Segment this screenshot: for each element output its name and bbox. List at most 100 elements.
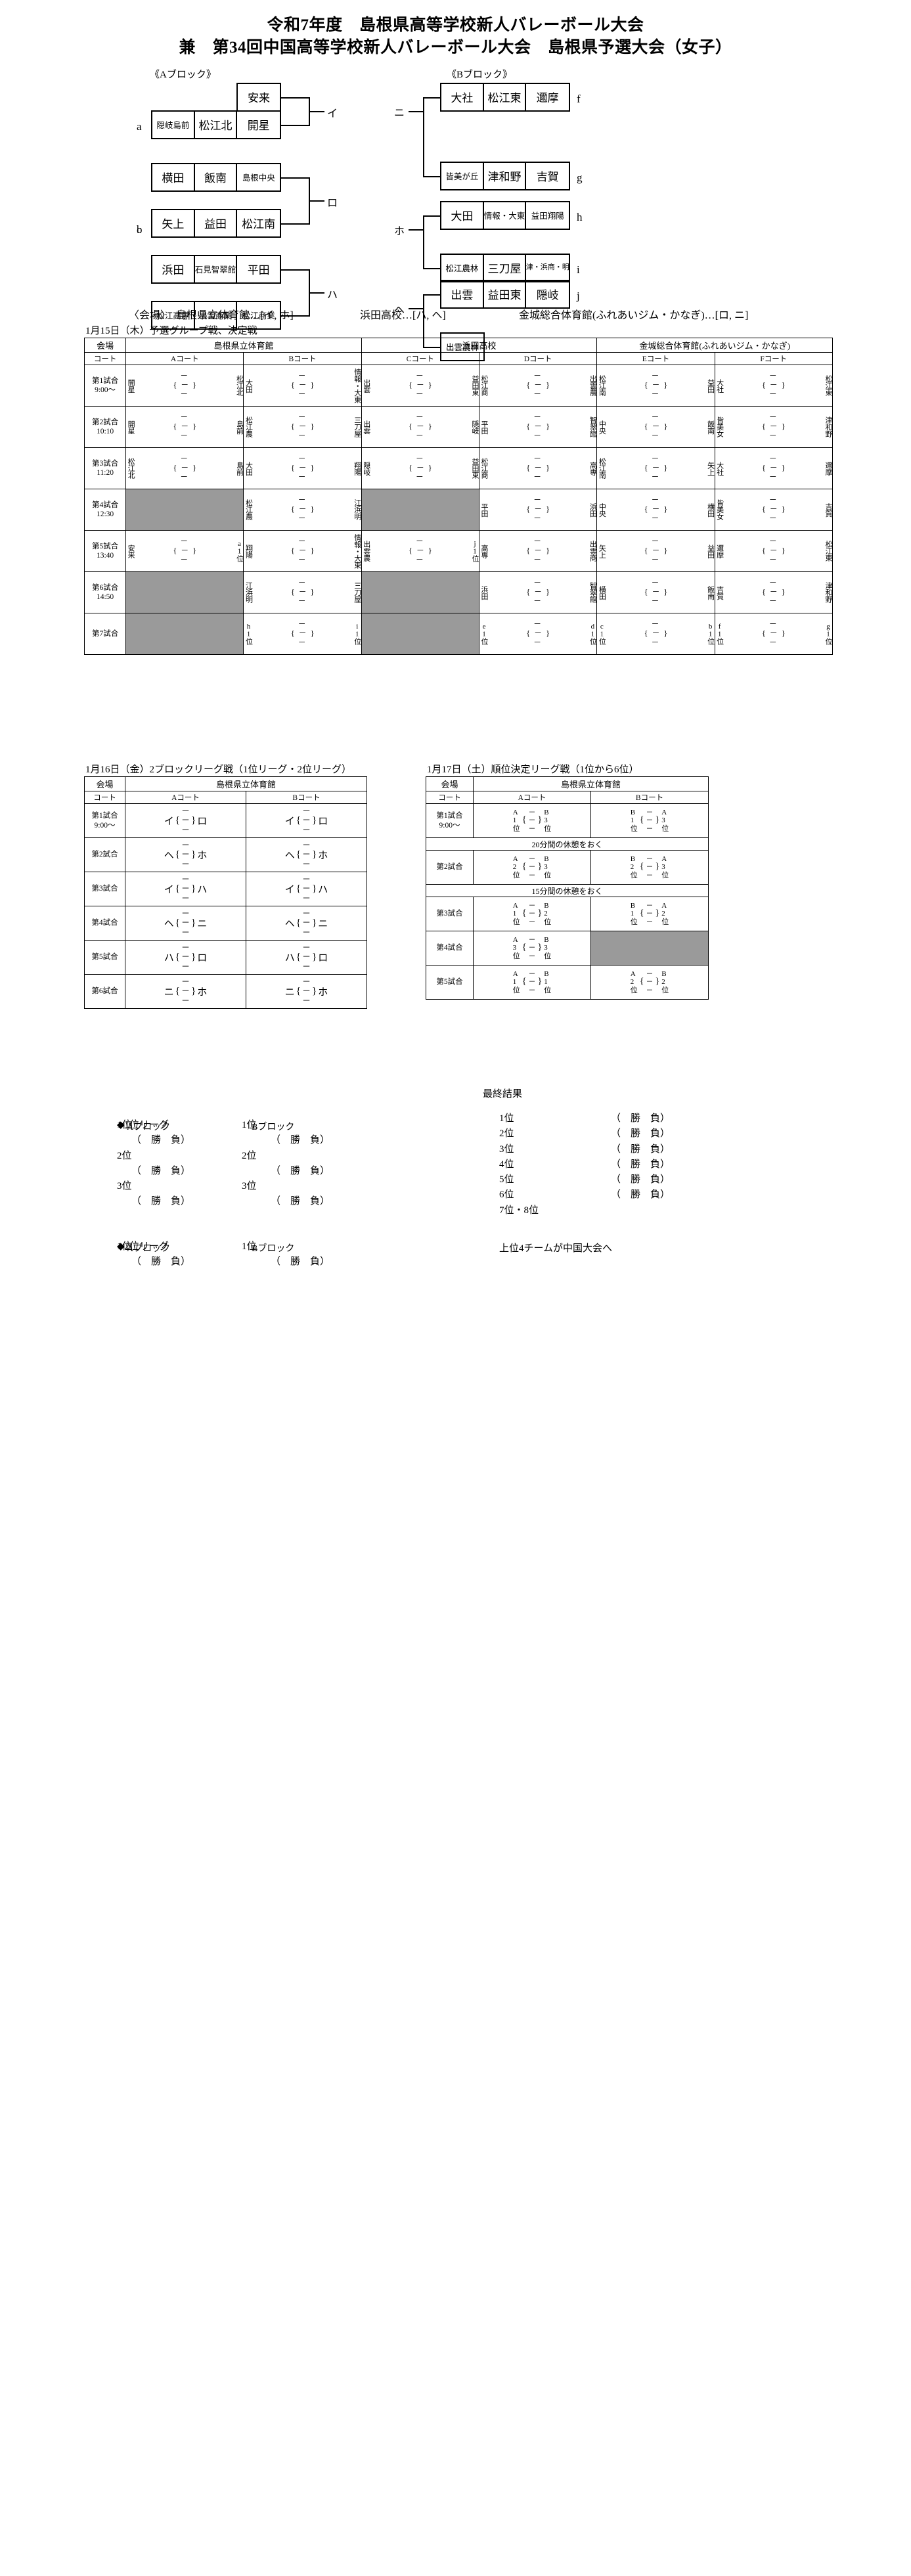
match-cell[interactable]: B 1 位{－－－} A 3 位 [590,803,709,838]
match-cell[interactable]: 皆美女 －{ － } － 津和野 [714,406,833,448]
match-cell[interactable]: 松江商 －{ － } － 出雲農 [479,365,598,407]
match-cell[interactable]: 安来 －{ － } － a1位 [125,530,244,572]
match-cell[interactable]: 松江南 －{ － } － 益田 [596,365,715,407]
score-entry[interactable]: －{ － } － [290,371,315,399]
score-entry[interactable]: －{ － } － [290,454,315,481]
bracket-group-b[interactable]: 横田 飯南 島根中央 [151,162,281,192]
score-row[interactable]: （ 勝 負） （ 勝 負） [117,1255,330,1270]
match-cell[interactable]: 大社 －{ － } － 邇摩 [714,447,833,489]
bracket-group-d[interactable]: 浜田 石見智翠館 平田 [151,254,281,284]
match-cell[interactable]: イ{－－－} ハ [245,872,368,906]
match-cell[interactable]: B 2 位{－－－} A 3 位 [590,850,709,885]
match-cell[interactable]: 横田 －{ － } － 飯南 [596,571,715,613]
match-cell[interactable]: ヘ{－－－} ホ [125,837,246,872]
match-cell[interactable]: A 1 位{－－－} B 1 位 [473,965,591,1000]
match-cell[interactable]: A 2 位{－－－} B 2 位 [590,965,709,1000]
match-cell[interactable]: e1位 －{ － } － d1位 [479,613,598,655]
score-entry[interactable]: －{ － } － [762,537,786,564]
score-entry[interactable]: －{ － } － [526,412,550,440]
score-row[interactable]: （ 勝 負） （ 勝 負） [117,1164,330,1179]
match-cell[interactable]: イ{－－－} ハ [125,872,246,906]
match-cell[interactable]: 平田 －{ － } － 浜田 [479,489,598,531]
score-entry[interactable]: －{ － } － [526,537,550,564]
score-entry[interactable]: －{ － } － [409,412,432,440]
match-cell[interactable]: ニ{－－－} ホ [245,974,368,1009]
match-cell[interactable]: 開星 －{ － } － 松江北 [125,365,244,407]
score-entry[interactable]: －{ － } － [409,537,432,564]
match-cell[interactable]: c1位 －{ － } － b1位 [596,613,715,655]
bracket-group-e[interactable]: 松江高専 出雲商業 松江商業 [151,300,281,330]
score-entry[interactable]: －{ － } － [173,454,197,481]
match-cell[interactable]: 中央 －{ － } － 横田 [596,489,715,531]
score-entry[interactable]: －{ － } － [173,371,197,399]
score-entry[interactable]: －{ － } － [173,412,197,440]
match-cell[interactable]: 隠岐 －{ － } － 益田東 [361,447,480,489]
match-cell[interactable]: イ{－－－} ロ [125,803,246,838]
match-cell[interactable]: 浜田 －{ － } － 智翠館 [479,571,598,613]
bracket-group-c[interactable]: 矢上 益田 松江南 [151,208,281,238]
score-entry[interactable]: －{ － } － [644,412,668,440]
match-cell[interactable]: 高専 －{ － } － 出雲商 [479,530,598,572]
bracket-group-h[interactable]: 大田 情報・大東 益田翔陽 [440,200,570,230]
score-entry[interactable]: －{ － } － [290,619,315,647]
match-cell[interactable]: 皆美女 －{ － } － 吉賀 [714,489,833,531]
match-cell[interactable]: A 1 位{－－－} B 2 位 [473,897,591,931]
bracket-group-j[interactable]: 出雲 益田東 隠岐 [440,279,570,309]
score-entry[interactable]: －{ － } － [762,578,786,606]
match-cell[interactable]: 出雲 －{ － } － 隠岐 [361,406,480,448]
bracket-group-f[interactable]: 大社 松江東 邇摩 [440,82,570,112]
score-entry[interactable]: －{ － } － [409,454,432,481]
match-cell[interactable]: イ{－－－} ロ [245,803,368,838]
score-entry[interactable]: －{ － } － [290,495,315,523]
score-entry[interactable]: －{ － } － [644,454,668,481]
score-row[interactable]: （ 勝 負） （ 勝 負） [117,1194,330,1209]
score-entry[interactable]: －{ － } － [526,495,550,523]
match-cell[interactable]: ニ{－－－} ホ [125,974,246,1009]
match-cell[interactable]: 出雲農 －{ － } － j1位 [361,530,480,572]
bracket-group-a[interactable]: 隠岐島前 松江北 開星 [151,110,281,139]
match-cell[interactable]: 翔陽 －{ － } － 情報・大東 [243,530,362,572]
score-entry[interactable]: －{ － } － [762,454,786,481]
score-entry[interactable]: －{ － } － [526,371,550,399]
match-cell[interactable]: 松江農 －{ － } － 江浜明 [243,489,362,531]
match-cell[interactable]: 中央 －{ － } － 飯南 [596,406,715,448]
match-cell[interactable]: 邇摩 －{ － } － 松江東 [714,530,833,572]
bracket-group-g[interactable]: 皆美が丘 津和野 吉賀 [440,161,570,190]
match-cell[interactable]: 松江北 －{ － } － 島前 [125,447,244,489]
bracket-group-a-seed[interactable]: 安来 [236,82,281,112]
match-cell[interactable]: 出雲 －{ － } － 益田東 [361,365,480,407]
score-entry[interactable]: －{ － } － [409,371,432,399]
score-entry[interactable]: －{ － } － [290,537,315,564]
match-cell[interactable]: B 1 位{－－－} A 2 位 [590,897,709,931]
score-entry[interactable]: －{ － } － [644,537,668,564]
score-entry[interactable]: －{ － } － [526,578,550,606]
match-cell[interactable]: ハ{－－－} ロ [245,940,368,975]
match-cell[interactable]: A 1 位{－－－} B 3 位 [473,803,591,838]
score-entry[interactable]: －{ － } － [644,619,668,647]
match-cell[interactable]: A 3 位{－－－} B 3 位 [473,931,591,966]
score-entry[interactable]: －{ － } － [290,578,315,606]
match-cell[interactable]: ヘ{－－－} ニ [125,906,246,941]
score-entry[interactable]: －{ － } － [762,412,786,440]
match-cell[interactable]: 吉賀 －{ － } － 津和野 [714,571,833,613]
score-entry[interactable]: －{ － } － [644,371,668,399]
score-row[interactable]: （ 勝 負） （ 勝 負） [117,1133,330,1148]
match-cell[interactable]: ヘ{－－－} ホ [245,837,368,872]
score-entry[interactable]: －{ － } － [644,578,668,606]
score-entry[interactable]: －{ － } － [173,537,197,564]
score-entry[interactable]: －{ － } － [526,454,550,481]
bracket-group-i[interactable]: 松江農林 三刀屋 江津・浜商・明誠 [440,253,570,282]
score-entry[interactable]: －{ － } － [526,619,550,647]
match-cell[interactable]: 開星 －{ － } － 島前 [125,406,244,448]
match-cell[interactable]: 平田 －{ － } － 智翠館 [479,406,598,448]
match-cell[interactable]: A 2 位{－－－} B 3 位 [473,850,591,885]
match-cell[interactable]: 大田 －{ － } － 情報・大東 [243,365,362,407]
match-cell[interactable]: 江浜明 －{ － } － 三刀屋 [243,571,362,613]
match-cell[interactable]: ハ{－－－} ロ [125,940,246,975]
match-cell[interactable]: 松江商 －{ － } － 高専 [479,447,598,489]
score-entry[interactable]: －{ － } － [290,412,315,440]
match-cell[interactable]: 大田 －{ － } － 翔陽 [243,447,362,489]
match-cell[interactable]: 大社 －{ － } － 松江東 [714,365,833,407]
score-entry[interactable]: －{ － } － [644,495,668,523]
match-cell[interactable]: 松江南 －{ － } － 矢上 [596,447,715,489]
